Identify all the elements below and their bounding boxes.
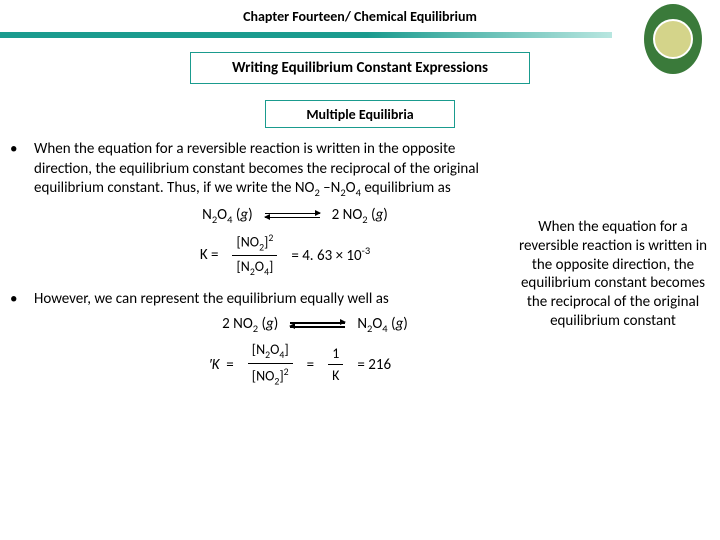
forward-k-expression: K = [NO2]2 [N2O4] = 4. 63 × 10-3 — [70, 232, 500, 278]
kprime-num2: 1 — [328, 345, 343, 365]
rev-lhs: 2 NO2 (g) — [222, 315, 278, 335]
k-label: K = — [200, 246, 219, 264]
eq-sign: = — [307, 356, 314, 374]
side-note: When the equation for a reversible react… — [514, 218, 712, 331]
kprime-fraction-2: 1 K — [328, 345, 343, 384]
bullet-1: • When the equation for a reversible rea… — [10, 140, 500, 200]
kprime-den2: K — [328, 365, 343, 384]
logo-emblem — [653, 19, 693, 59]
kprime-fraction-1: [N2O4] [NO2]2 — [248, 341, 293, 387]
main-content: • When the equation for a reversible rea… — [10, 140, 500, 400]
bullet-marker: • — [10, 140, 34, 200]
fwd-lhs: N2O4 (g) — [202, 206, 253, 226]
section-title-box: Writing Equilibrium Constant Expressions — [190, 52, 530, 84]
equilibrium-arrow-icon — [290, 320, 345, 330]
k-numerator: [NO2]2 — [232, 232, 277, 256]
reverse-k-expression: ′K = [N2O4] [NO2]2 = 1 K = 216 — [100, 341, 500, 387]
bullet-2: • However, we can represent the equilibr… — [10, 290, 500, 310]
k-value: = 4. 63 × 10-3 — [291, 244, 370, 265]
subsection-title: Multiple Equilibria — [306, 106, 413, 123]
section-title: Writing Equilibrium Constant Expressions — [232, 59, 488, 77]
rev-rhs: N2O4 (g) — [357, 315, 408, 335]
equilibrium-arrow-icon — [265, 211, 320, 221]
k-denominator: [N2O4] — [232, 256, 277, 278]
kprime-value: = 216 — [357, 356, 391, 374]
chapter-title: Chapter Fourteen/ Chemical Equilibrium — [0, 8, 720, 25]
subsection-title-box: Multiple Equilibria — [265, 100, 455, 128]
bullet-2-text: However, we can represent the equilibriu… — [34, 290, 500, 310]
fwd-rhs: 2 NO2 (g) — [332, 206, 388, 226]
kprime-den1: [NO2]2 — [248, 364, 293, 387]
k-fraction: [NO2]2 [N2O4] — [232, 232, 277, 278]
kprime-num1: [N2O4] — [248, 341, 293, 364]
header-accent-bar — [0, 32, 612, 38]
bullet-marker: • — [10, 290, 34, 310]
kprime-label: ′K = — [209, 356, 234, 374]
reverse-equation: 2 NO2 (g) N2O4 (g) — [130, 315, 500, 335]
bullet-1-text: When the equation for a reversible react… — [34, 140, 500, 200]
forward-equation: N2O4 (g) 2 NO2 (g) — [90, 206, 500, 226]
